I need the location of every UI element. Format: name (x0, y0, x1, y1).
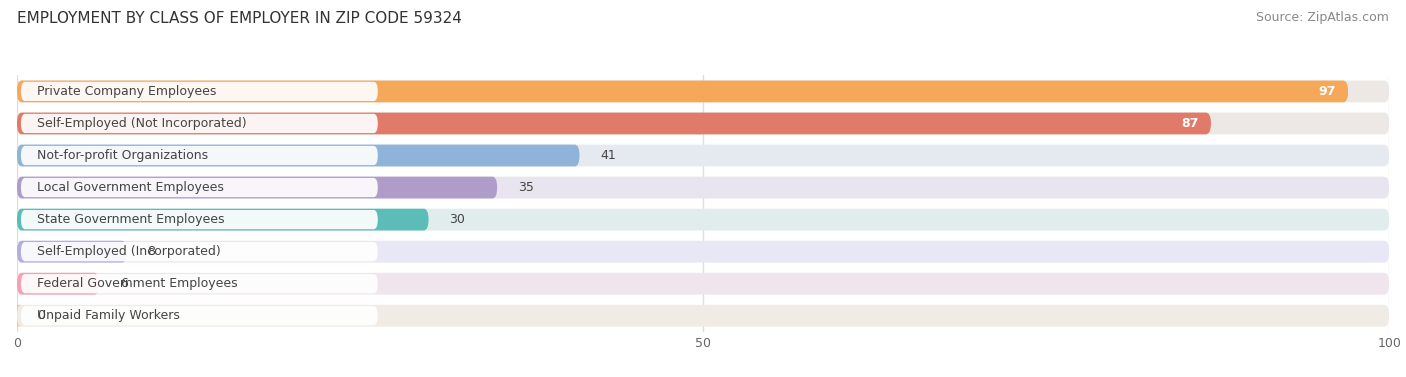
Text: 35: 35 (517, 181, 534, 194)
FancyBboxPatch shape (17, 241, 127, 262)
Text: EMPLOYMENT BY CLASS OF EMPLOYER IN ZIP CODE 59324: EMPLOYMENT BY CLASS OF EMPLOYER IN ZIP C… (17, 11, 461, 26)
FancyBboxPatch shape (21, 114, 378, 133)
FancyBboxPatch shape (17, 177, 1389, 198)
FancyBboxPatch shape (1135, 114, 1211, 133)
Text: Private Company Employees: Private Company Employees (38, 85, 217, 98)
Text: 30: 30 (449, 213, 465, 226)
FancyBboxPatch shape (21, 306, 378, 325)
FancyBboxPatch shape (1272, 82, 1348, 101)
FancyBboxPatch shape (17, 113, 1211, 134)
Text: 0: 0 (38, 309, 45, 322)
FancyBboxPatch shape (13, 305, 21, 326)
FancyBboxPatch shape (21, 146, 378, 165)
Text: Not-for-profit Organizations: Not-for-profit Organizations (38, 149, 208, 162)
FancyBboxPatch shape (17, 273, 1389, 294)
FancyBboxPatch shape (17, 305, 1389, 326)
Text: State Government Employees: State Government Employees (38, 213, 225, 226)
Text: Self-Employed (Incorporated): Self-Employed (Incorporated) (38, 245, 221, 258)
FancyBboxPatch shape (21, 242, 378, 261)
FancyBboxPatch shape (21, 178, 378, 197)
FancyBboxPatch shape (17, 177, 498, 198)
Text: 87: 87 (1181, 117, 1199, 130)
Text: Local Government Employees: Local Government Employees (38, 181, 225, 194)
Text: Unpaid Family Workers: Unpaid Family Workers (38, 309, 180, 322)
Text: Source: ZipAtlas.com: Source: ZipAtlas.com (1256, 11, 1389, 24)
FancyBboxPatch shape (17, 145, 579, 166)
Text: 41: 41 (600, 149, 616, 162)
FancyBboxPatch shape (17, 209, 1389, 230)
FancyBboxPatch shape (17, 145, 1389, 166)
FancyBboxPatch shape (21, 82, 378, 101)
FancyBboxPatch shape (17, 113, 1389, 134)
FancyBboxPatch shape (21, 274, 378, 293)
Text: 6: 6 (120, 277, 128, 290)
FancyBboxPatch shape (21, 210, 378, 229)
FancyBboxPatch shape (17, 81, 1389, 102)
Text: Federal Government Employees: Federal Government Employees (38, 277, 238, 290)
FancyBboxPatch shape (17, 81, 1348, 102)
Text: 97: 97 (1319, 85, 1336, 98)
FancyBboxPatch shape (17, 273, 100, 294)
FancyBboxPatch shape (17, 241, 1389, 262)
Text: 8: 8 (148, 245, 155, 258)
Text: Self-Employed (Not Incorporated): Self-Employed (Not Incorporated) (38, 117, 247, 130)
FancyBboxPatch shape (17, 209, 429, 230)
